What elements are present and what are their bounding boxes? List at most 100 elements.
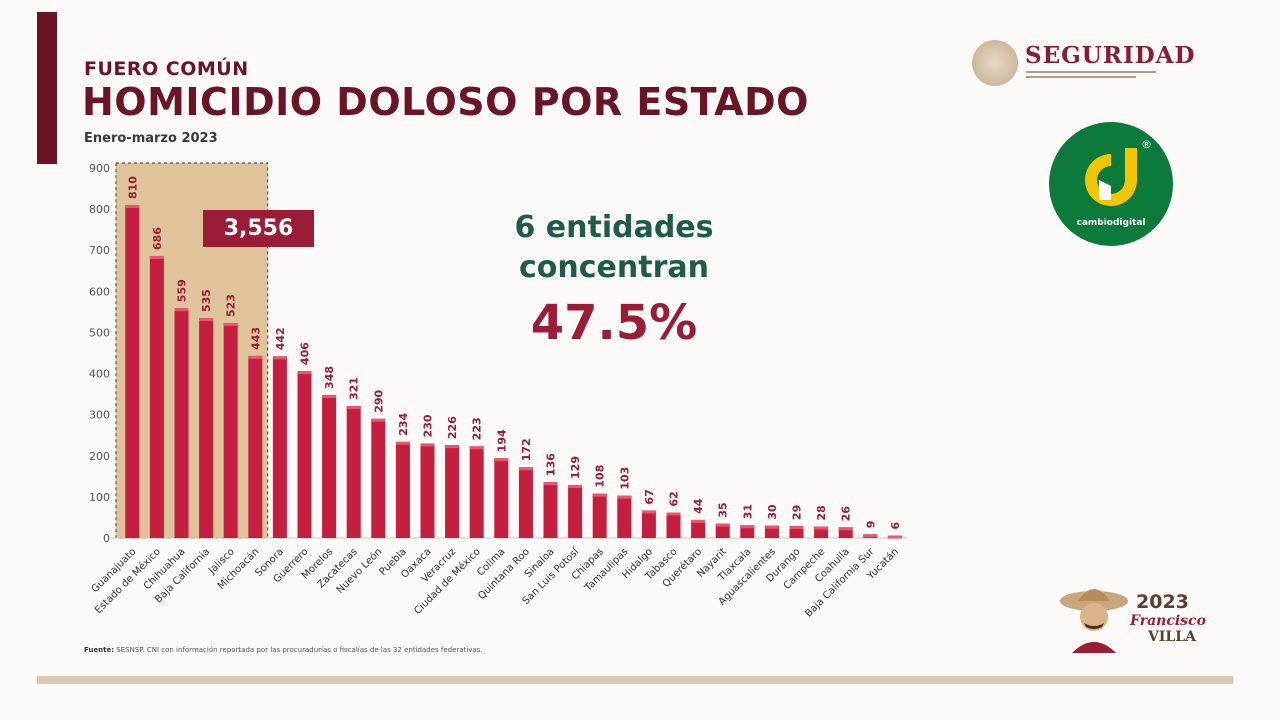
data-label: 523 [225,294,238,317]
bar [223,322,238,538]
bar-highlight [592,493,607,497]
bar-highlight [691,519,706,523]
bar-highlight [371,418,386,422]
bar-highlight [518,467,533,471]
bar-highlight [199,318,214,322]
source-text: SESNSP. CNI con información reportada po… [116,646,483,654]
bar-highlight [494,458,509,462]
data-label: 686 [151,227,164,250]
seguridad-brand: SEGURIDAD [972,40,1212,90]
y-tick-label: 700 [89,244,110,257]
bar [715,523,730,538]
bar [199,318,214,538]
bar [322,394,337,538]
callout-text: 6 entidades concentran [460,208,768,288]
bar-highlight [543,482,558,486]
data-label: 31 [741,504,754,519]
data-label: 443 [249,327,262,350]
bar-highlight [272,356,287,360]
cambiodigital-text: cambiodigital [1076,218,1146,228]
bar [543,482,558,538]
data-label: 67 [643,489,656,504]
y-tick-label: 900 [89,162,110,175]
bar [592,493,607,538]
villa-surname: VILLA [1148,629,1196,645]
villa-name: Francisco [1130,613,1206,629]
bar-highlight [248,355,263,359]
bar [149,255,164,538]
bar [346,406,361,538]
cambiodigital-logo: ® cambiodigital [1049,122,1173,246]
callout-line-2: concentran [519,250,709,285]
bar [814,526,829,538]
bar [764,525,779,538]
data-label: 129 [569,456,582,479]
data-label: 103 [618,467,631,490]
bar [469,446,484,538]
data-label: 234 [397,412,410,435]
y-tick-label: 100 [89,491,110,504]
bar [617,495,632,538]
bar [518,467,533,538]
bar [248,355,263,538]
footer-bar [37,676,1233,684]
bar [789,526,804,538]
registered-mark: ® [1141,138,1152,151]
bar [641,510,656,538]
data-label: 223 [471,417,484,440]
bar-highlight [641,510,656,514]
data-label: 810 [126,176,139,199]
bar-highlight [715,523,730,527]
brand-subline [1026,71,1156,73]
y-tick-label: 500 [89,326,110,339]
accent-bar [37,12,57,164]
callout-line-1: 6 entidades [514,210,714,245]
bar-highlight [322,394,337,398]
bar [494,458,509,538]
data-label: 194 [495,429,508,452]
bar [174,308,189,538]
bar [371,418,386,538]
data-label: 29 [791,505,804,520]
data-label: 136 [545,453,558,476]
kicker: FUERO COMÚN [84,58,249,80]
data-label: 321 [348,377,361,400]
bar-highlight [297,371,312,375]
bar [395,441,410,538]
data-label: 442 [274,327,287,350]
bar-highlight [863,534,878,538]
source-note: Fuente: SESNSP. CNI con información repo… [84,646,483,654]
data-label: 535 [200,289,213,312]
data-label: 28 [815,505,828,520]
data-label: 35 [717,502,730,517]
bar-highlight [764,525,779,529]
data-label: 172 [520,438,533,461]
bar-highlight [420,443,435,447]
bar-highlight [149,255,164,259]
bar [691,519,706,538]
brand-subline-2 [1026,76,1136,78]
bar-highlight [740,525,755,529]
data-label: 226 [446,416,459,439]
y-tick-label: 300 [89,409,110,422]
data-label: 108 [594,465,607,488]
national-seal-icon [972,40,1018,86]
bar [666,512,681,538]
callout-percent: 47.5% [530,295,698,351]
brand-name: SEGURIDAD [1025,42,1196,69]
source-label: Fuente: [84,646,115,654]
villa-year: 2023 [1136,591,1189,613]
francisco-villa-logo: 2023 Francisco VILLA [1052,575,1212,660]
bar-highlight [789,526,804,530]
bar-highlight [814,526,829,530]
bar [125,205,140,538]
bar [272,356,287,538]
bar [420,443,435,538]
bar-highlight [346,406,361,410]
bar-highlight [174,308,189,312]
bar-highlight [223,322,238,326]
y-tick-label: 200 [89,450,110,463]
bar-highlight [666,512,681,516]
